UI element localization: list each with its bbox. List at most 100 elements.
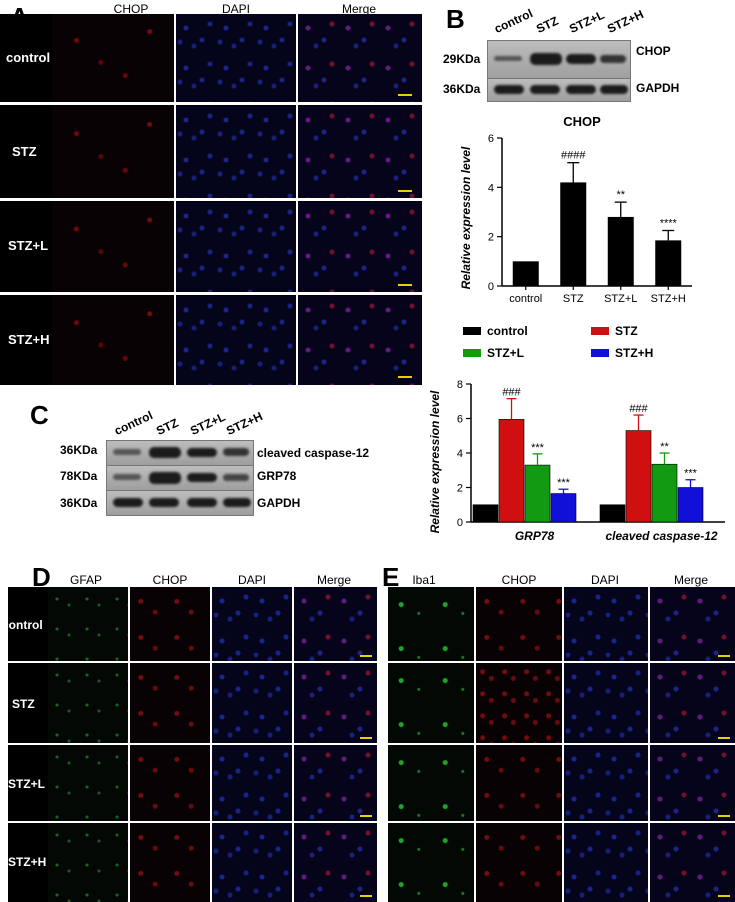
panel-d-label: D — [32, 562, 51, 592]
panel-e-col: Merge — [673, 573, 708, 587]
blot-band — [113, 474, 141, 480]
blot-band — [187, 448, 217, 457]
panel-d-tile — [130, 587, 210, 661]
grid-divider — [210, 587, 212, 902]
legend-label: STZ — [615, 324, 638, 338]
grid-divider — [8, 661, 377, 663]
panel-d-tile — [48, 823, 128, 902]
panel-e-tile — [476, 823, 562, 902]
panel-b-lane: STZ+H — [605, 7, 646, 36]
panel-e-col: CHOP — [501, 573, 537, 587]
panel-d-row: STZ+L — [8, 777, 46, 791]
panel-e-tile — [476, 663, 562, 743]
panel-e-tile — [476, 745, 562, 821]
panel-e-tile — [564, 587, 648, 661]
blot-band — [223, 474, 249, 481]
chart1-y-tick-label: 4 — [488, 182, 494, 194]
panel-b-protein: GAPDH — [636, 81, 680, 95]
panel-a-col-chop: CHOP — [113, 2, 149, 16]
chart1-significance: **** — [660, 218, 678, 230]
chart2-bar — [472, 504, 499, 523]
panel-d-grid: control STZ STZ+L STZ+H — [2, 587, 377, 902]
panel-c-mw: 36KDa — [60, 496, 98, 510]
panel-a-row-stz: STZ — [12, 144, 37, 159]
legend-swatch — [463, 349, 481, 357]
scale-bar — [360, 815, 372, 817]
panel-b-mw: 36KDa — [443, 82, 481, 96]
blot-band — [530, 85, 560, 94]
panel-a-tile — [298, 296, 422, 385]
grid-divider — [0, 198, 422, 201]
grid-divider — [0, 292, 422, 295]
grid-divider — [648, 587, 650, 902]
chart2-significance: ### — [629, 403, 648, 415]
panel-d-tile — [48, 745, 128, 821]
scale-bar — [360, 655, 372, 657]
panel-b-label: B — [446, 4, 465, 34]
panel-d-tile — [294, 587, 377, 661]
grid-divider — [388, 743, 735, 745]
panel-d-tile — [212, 663, 292, 743]
grid-divider — [474, 587, 476, 902]
panel-e-tile — [650, 745, 735, 821]
blot-band — [149, 498, 179, 507]
panel-e-tile — [564, 745, 648, 821]
scale-bar — [718, 655, 730, 657]
chart2-significance: *** — [684, 468, 698, 480]
scale-bar — [398, 376, 412, 378]
panel-a-grid: control STZ STZ+L STZ+H — [0, 14, 422, 385]
scale-bar — [360, 895, 372, 897]
panel-c-lane: STZ — [154, 415, 181, 438]
panel-b-protein: CHOP — [636, 44, 671, 58]
chart2-bar — [651, 463, 678, 523]
panel-a-tile — [176, 14, 296, 102]
panel-a-row-stzh: STZ+H — [8, 332, 50, 347]
panel-d-tile — [130, 663, 210, 743]
legend-label: STZ+L — [487, 346, 524, 360]
grid-divider — [8, 743, 377, 745]
chart2-significance: *** — [557, 477, 571, 489]
blot-band — [566, 54, 596, 64]
legend-swatch — [591, 349, 609, 357]
panel-e-tile — [650, 823, 735, 902]
scale-bar — [360, 737, 372, 739]
panel-d-tile — [212, 823, 292, 902]
blot-band — [223, 498, 251, 507]
panel-a-col-dapi: DAPI — [221, 2, 250, 16]
chart2-x-tick-label: cleaved caspase-12 — [605, 529, 717, 543]
chart1-x-tick-label: control — [509, 293, 542, 305]
panel-a-tile — [176, 202, 296, 292]
er-stress-bar-chart: Relative expression level control STZ STZ+… — [428, 324, 725, 543]
chart1-bar — [655, 240, 682, 286]
panel-c-blot-caspase12 — [106, 440, 254, 466]
panel-a-row-control: control — [6, 50, 51, 65]
panel-d-col: CHOP — [152, 573, 188, 587]
scale-bar — [398, 190, 412, 192]
panel-d-tile — [212, 587, 292, 661]
panel-a-tile — [298, 14, 422, 102]
panel-b-blot-gapdh — [487, 78, 631, 102]
legend-label: STZ+H — [615, 346, 653, 360]
grid-divider — [562, 587, 564, 902]
panel-a-tile — [176, 296, 296, 385]
panel-c-protein: GAPDH — [257, 496, 301, 510]
panel-a-col-merge: Merge — [341, 2, 376, 16]
blot-band — [600, 55, 626, 63]
chart2-y-tick-label: 8 — [457, 379, 463, 391]
panel-c-lane: control — [112, 408, 155, 438]
panel-e-tile — [650, 663, 735, 743]
chart2-significance: ### — [502, 387, 521, 399]
panel-e-tile — [388, 745, 474, 821]
panel-b-lane: control — [492, 6, 535, 36]
panel-d-tile — [294, 823, 377, 902]
chart2-bar — [625, 430, 652, 523]
chart2-y-tick-label: 0 — [457, 517, 463, 529]
panel-d-col: Merge — [316, 573, 351, 587]
panel-e-tile — [650, 587, 735, 661]
blot-band — [113, 449, 141, 455]
panel-d-tile — [48, 587, 128, 661]
panel-d-col: GFAP — [69, 573, 102, 587]
grid-divider — [388, 661, 735, 663]
panel-c-blot-grp78 — [106, 465, 254, 491]
panel-d-col: DAPI — [237, 573, 266, 587]
